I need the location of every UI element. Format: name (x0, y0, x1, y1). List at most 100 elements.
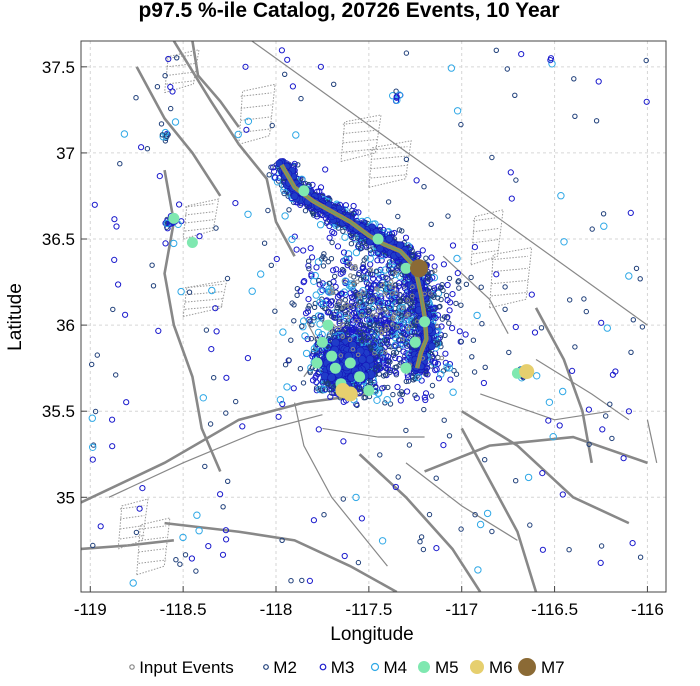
M2-event (455, 279, 461, 285)
M2-event (446, 320, 452, 326)
M3-event (300, 279, 307, 286)
M3-event (315, 369, 322, 376)
M3-event (447, 376, 454, 383)
M2-event (403, 156, 410, 163)
M2-event (133, 95, 139, 101)
M3-event (232, 200, 239, 207)
M2-event (348, 241, 355, 247)
M4-event (625, 272, 633, 280)
M3-event (290, 385, 297, 392)
fault-line-inferred (119, 535, 145, 540)
M2-event (306, 303, 312, 309)
M2-event (600, 211, 607, 217)
M3-event (539, 470, 546, 477)
M4-event (317, 287, 325, 296)
fault-line-inferred (370, 164, 408, 170)
M3-event (365, 334, 372, 341)
fault-line-inferred (166, 62, 196, 68)
M2-event (442, 332, 448, 339)
M2-event (479, 321, 485, 327)
M2-event (265, 207, 271, 214)
M2-event (340, 228, 346, 235)
M2-event (110, 306, 116, 313)
M2-event (453, 300, 459, 307)
M3-event (338, 311, 345, 318)
M2-event (366, 308, 373, 314)
M4-event (292, 131, 300, 139)
M3-event (609, 371, 617, 378)
M2-event (281, 190, 287, 197)
M3-event (304, 308, 311, 315)
M3-event (383, 337, 391, 344)
fault-line-inferred (238, 83, 276, 145)
fault-line-inferred (472, 238, 500, 244)
M4-event (378, 537, 387, 545)
M3-event (370, 275, 377, 282)
M4-event (383, 396, 391, 404)
M2-event (313, 385, 320, 391)
M3-event (419, 247, 426, 254)
event-markers (88, 47, 650, 587)
M4-event (473, 311, 481, 320)
M3-event (271, 168, 278, 175)
M2-event (639, 324, 646, 330)
M3-event (278, 47, 285, 54)
M2-event (177, 561, 183, 567)
M4-event (170, 239, 178, 248)
M2-event (403, 340, 409, 347)
M2-event (471, 369, 478, 375)
M2-event (158, 121, 165, 127)
M3-event (123, 399, 130, 406)
M2-event (437, 303, 443, 310)
M2-event (302, 208, 309, 214)
M2-event (583, 308, 589, 315)
M2-event (446, 275, 453, 282)
fault-line (172, 41, 296, 257)
M3-event (290, 192, 299, 200)
M3-event (289, 83, 296, 90)
M2-event (429, 382, 436, 389)
fault-line (460, 427, 538, 592)
M2-event (282, 362, 289, 368)
M3-event (284, 56, 291, 63)
M2-event (593, 118, 600, 124)
M3-event (244, 355, 251, 362)
M2-event (387, 401, 394, 407)
M2-event (368, 380, 374, 386)
M2-event (321, 512, 327, 518)
M2-event (598, 543, 605, 549)
M3-event (306, 577, 313, 585)
M3-event (293, 246, 300, 253)
fault-line-inferred (166, 54, 196, 59)
M2-event (387, 369, 393, 376)
M4-event (314, 258, 323, 266)
M3-event (397, 397, 404, 404)
M2-event (381, 373, 387, 379)
M2-event (355, 559, 362, 566)
M3-event (300, 247, 307, 254)
M2-event (329, 239, 335, 246)
M3-event (361, 268, 368, 275)
fault-line (135, 66, 222, 197)
M4-event (316, 298, 324, 306)
fault-line-inferred (136, 517, 171, 576)
fault-line-inferred (184, 219, 215, 224)
M3-event (392, 342, 399, 349)
M2-event (295, 162, 301, 168)
M2-event (268, 262, 274, 268)
M3-event (386, 293, 393, 300)
M2-event (306, 181, 312, 188)
M3-event (377, 313, 384, 320)
M2-event (269, 122, 275, 129)
M2-event (326, 333, 332, 339)
M2-event (310, 212, 317, 218)
M3-event (279, 400, 286, 408)
M2-event (502, 284, 508, 290)
M2-event (572, 344, 578, 350)
M3-event (400, 348, 407, 355)
M2-event (113, 372, 119, 378)
M2-event (429, 393, 435, 399)
M2-event (572, 113, 578, 120)
M3-event (358, 515, 365, 522)
